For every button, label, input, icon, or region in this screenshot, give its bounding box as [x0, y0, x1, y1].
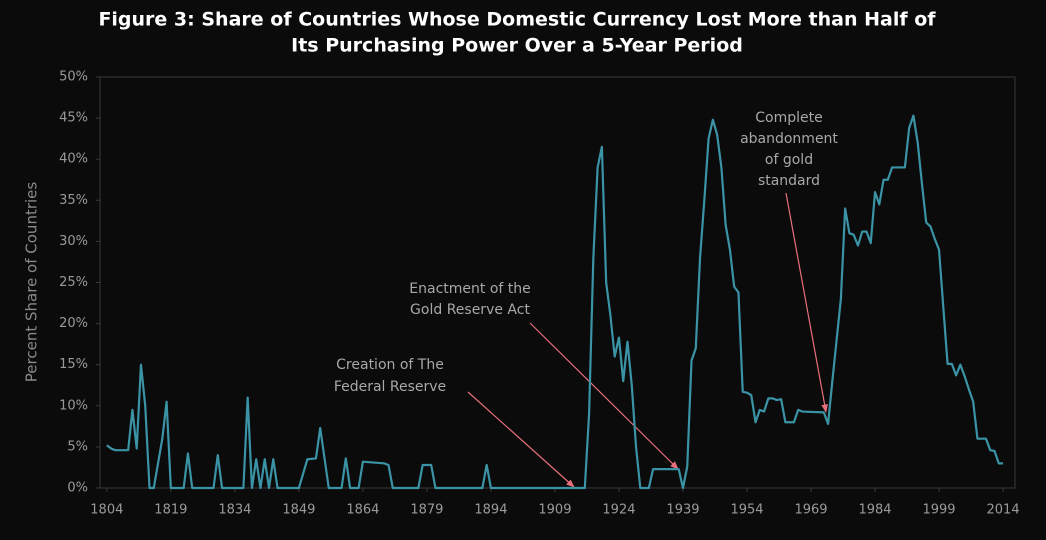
x-tick-label: 1984	[858, 503, 891, 518]
x-tick-label: 1924	[602, 503, 635, 518]
y-tick-label: 35%	[59, 193, 88, 208]
annotation: abandonment	[740, 131, 838, 147]
annotation: Gold Reserve Act	[410, 302, 530, 318]
x-tick-label: 1894	[474, 503, 507, 518]
y-tick-label: 10%	[59, 398, 88, 413]
x-tick-label: 1834	[218, 503, 251, 518]
y-tick-label: 30%	[59, 234, 88, 249]
x-tick-label: 1819	[154, 503, 187, 518]
annotation: Creation of The	[336, 357, 444, 373]
y-tick-label: 50%	[59, 70, 88, 85]
annotation: of gold	[765, 152, 813, 168]
x-tick-label: 1879	[410, 503, 443, 518]
annotation-arrow	[467, 391, 575, 488]
x-tick-label: 1849	[282, 503, 315, 518]
x-tick-label: 1954	[730, 503, 763, 518]
annotation: Complete	[755, 110, 822, 126]
y-axis-label: Percent Share of Countries	[23, 182, 41, 383]
annotation: standard	[758, 173, 820, 189]
annotation: Federal Reserve	[334, 379, 446, 395]
plot-frame	[99, 76, 1016, 489]
y-tick-label: 45%	[59, 111, 88, 126]
annotation: Enactment of the	[409, 281, 530, 297]
annotation-arrow	[529, 322, 679, 470]
x-tick-label: 2014	[987, 503, 1020, 518]
annotation-arrow	[785, 192, 828, 413]
x-tick-label: 1804	[90, 503, 123, 518]
y-tick-label: 25%	[59, 275, 88, 290]
y-tick-label: 5%	[67, 439, 88, 454]
x-tick-label: 1864	[346, 503, 379, 518]
y-tick-label: 20%	[59, 316, 88, 331]
y-tick-label: 40%	[59, 152, 88, 167]
x-tick-label: 1999	[922, 503, 955, 518]
x-tick-label: 1909	[538, 503, 571, 518]
x-tick-label: 1969	[794, 503, 827, 518]
x-tick-label: 1939	[666, 503, 699, 518]
data-line	[106, 114, 1004, 490]
chart-title: Its Purchasing Power Over a 5-Year Perio…	[291, 35, 743, 57]
y-tick-label: 0%	[67, 481, 88, 496]
chart-title: Figure 3: Share of Countries Whose Domes…	[98, 9, 936, 31]
y-tick-label: 15%	[59, 357, 88, 372]
